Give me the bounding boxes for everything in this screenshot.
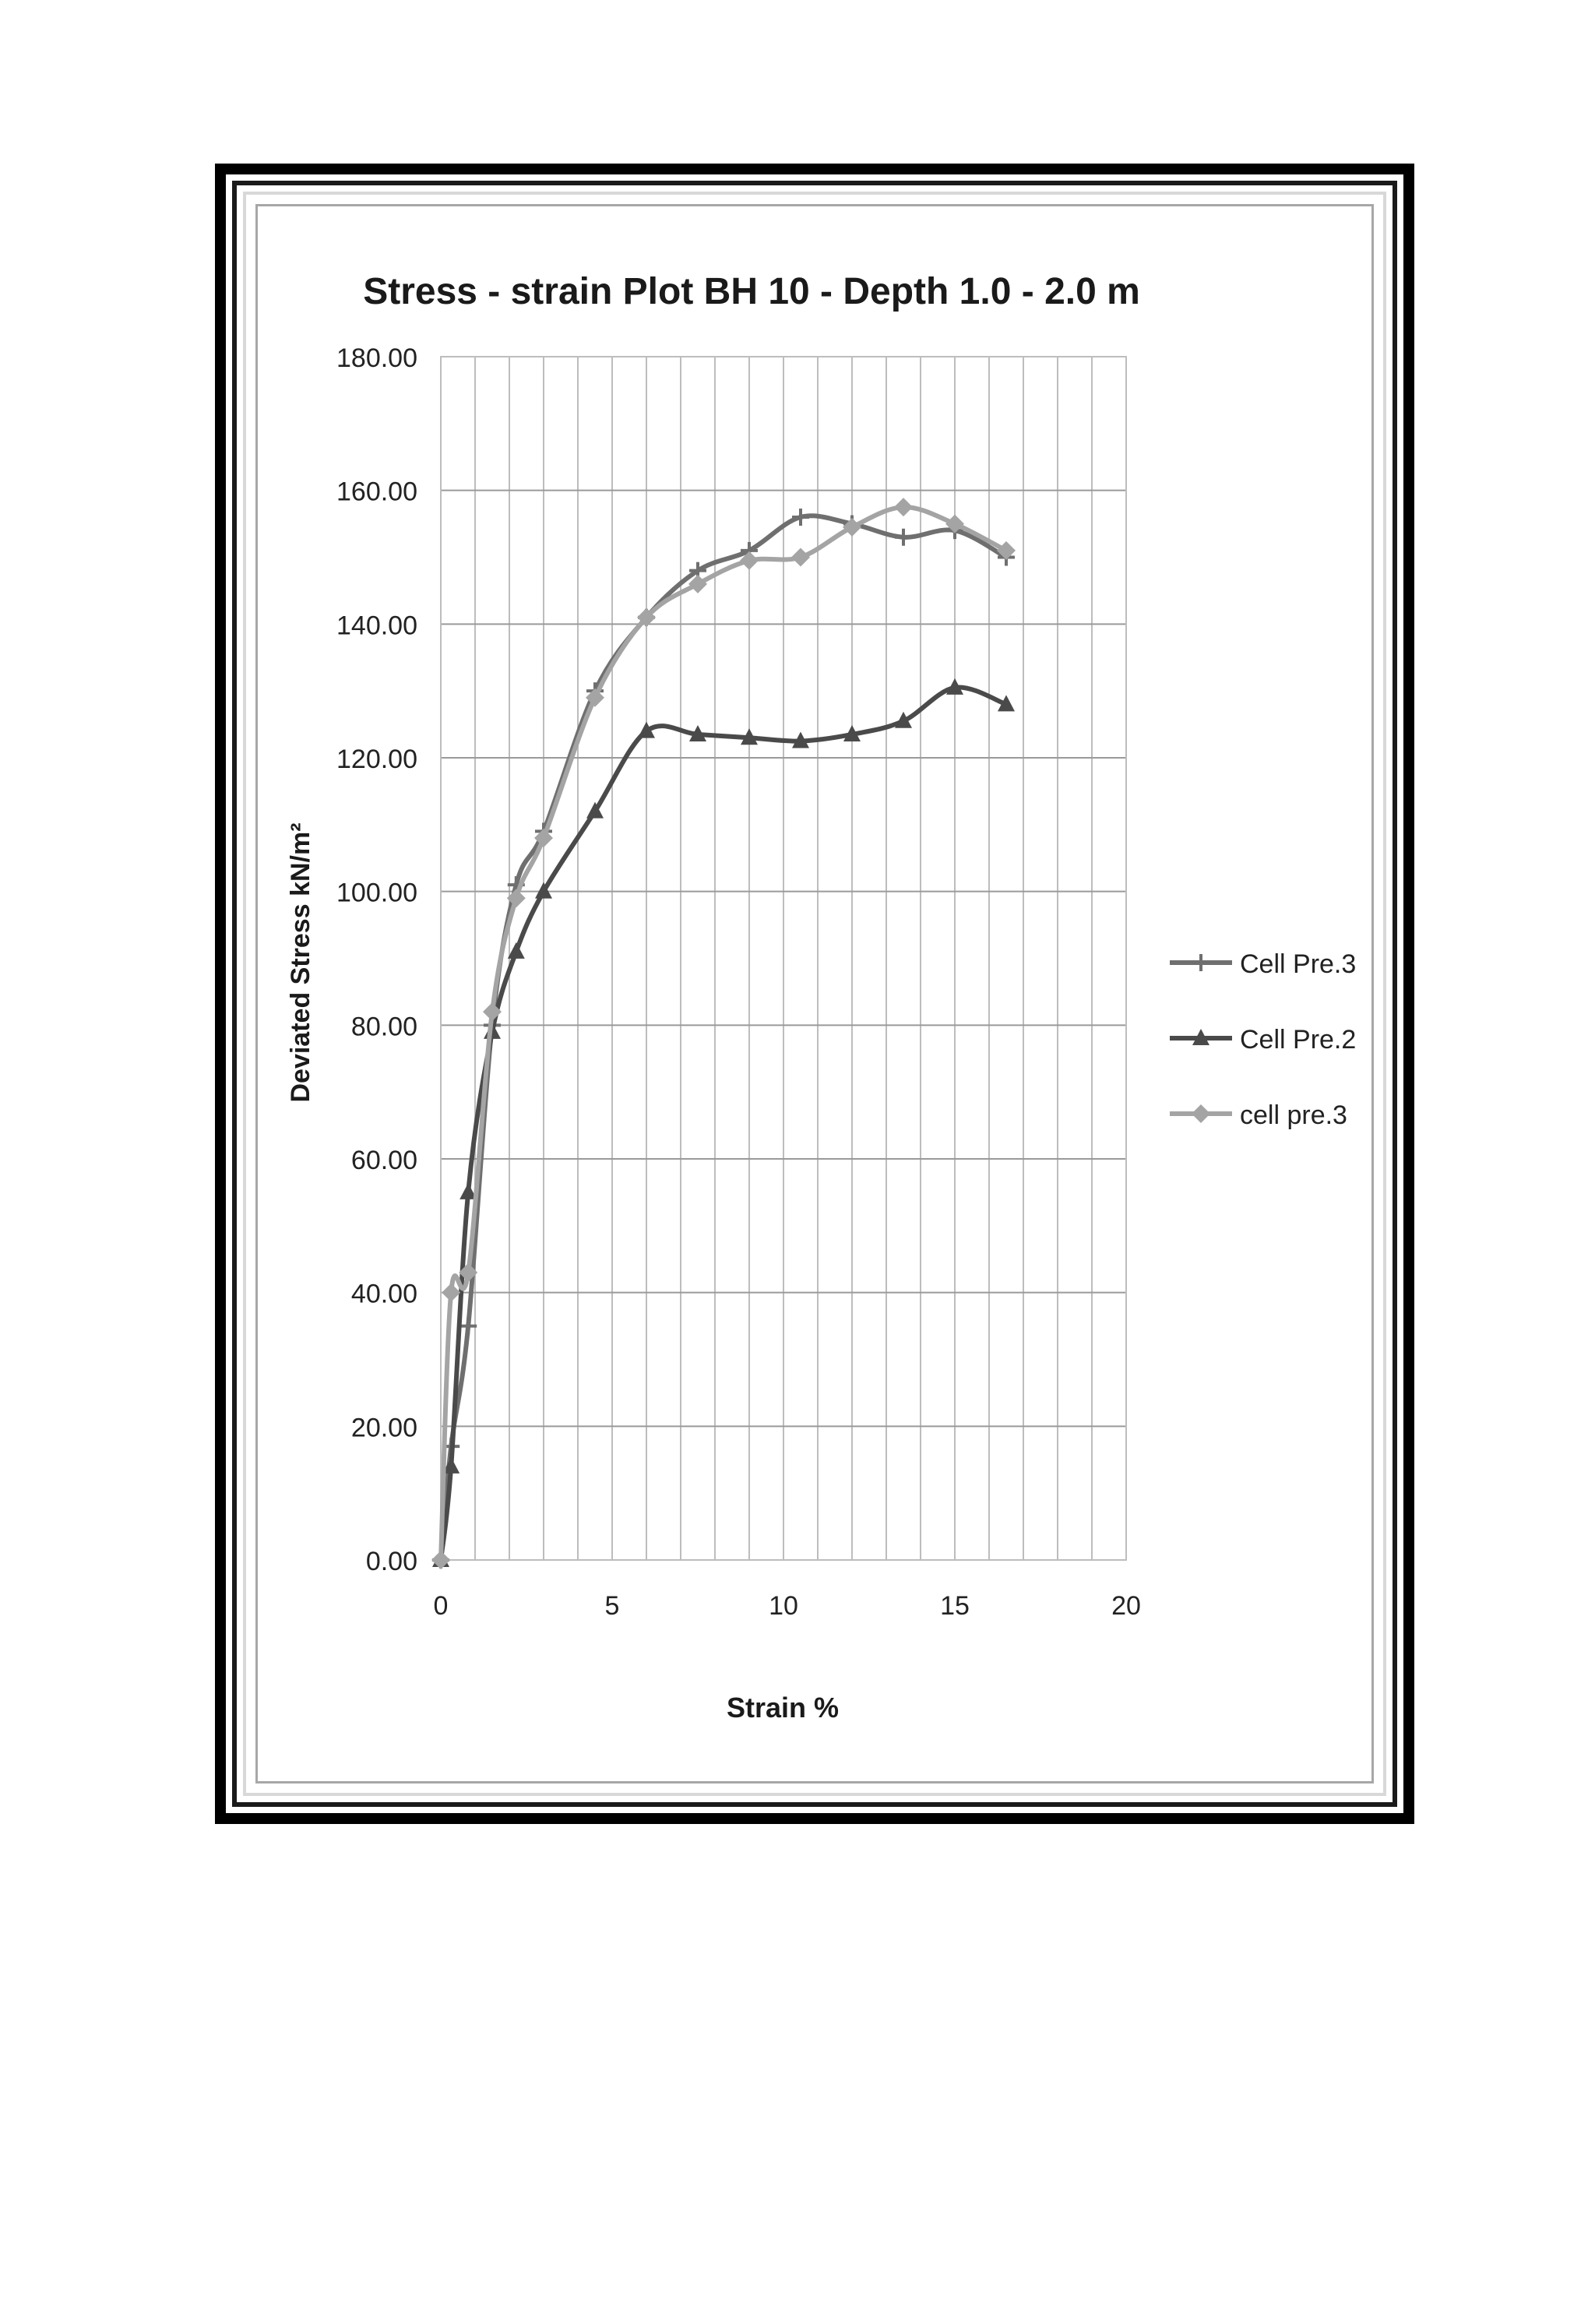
data-point [431, 1551, 450, 1569]
legend-label: cell pre.3 [1240, 1100, 1347, 1130]
data-point [946, 678, 963, 695]
x-tick-label: 0 [434, 1591, 449, 1621]
y-tick-label: 80.00 [351, 1012, 417, 1041]
legend-entry: Cell Pre.2 [1170, 1025, 1356, 1055]
data-point [689, 724, 706, 741]
data-point [998, 695, 1015, 712]
frame-border-light [243, 192, 1386, 1796]
y-tick-label: 60.00 [351, 1146, 417, 1175]
data-point [483, 1002, 502, 1022]
legend-marker [1192, 954, 1209, 971]
data-point [792, 509, 809, 526]
chart-title: Stress - strain Plot BH 10 - Depth 1.0 -… [363, 271, 1140, 312]
legend: Cell Pre.3 Cell Pre.2 cell pre.3 [1170, 949, 1356, 1130]
data-point [688, 574, 707, 593]
legend-entry: cell pre.3 [1170, 1100, 1347, 1130]
y-tick-label: 140.00 [336, 611, 417, 640]
data-point [945, 514, 964, 533]
series-2 [431, 498, 1016, 1569]
gridlines [440, 356, 1127, 1561]
data-point [459, 1317, 477, 1335]
data-point [507, 942, 525, 959]
y-tick-label: 100.00 [336, 879, 417, 908]
y-tick-label: 40.00 [351, 1280, 417, 1309]
data-point [459, 1262, 478, 1282]
legend-marker [1192, 1104, 1210, 1123]
series-lines [431, 498, 1016, 1569]
x-tick-label: 10 [769, 1591, 798, 1621]
data-point [442, 1456, 460, 1474]
axes: 0.00 20.00 40.00 60.00 80.00 100.00 120.00 140.… [336, 343, 1141, 1621]
y-tick-label: 120.00 [336, 745, 417, 774]
data-point [637, 607, 656, 627]
x-tick-label: 5 [605, 1591, 620, 1621]
data-point [843, 517, 861, 537]
y-tick-label: 160.00 [336, 477, 417, 507]
data-point [740, 551, 759, 570]
y-tick-label: 20.00 [351, 1413, 417, 1442]
y-tick-label: 180.00 [336, 343, 417, 373]
x-axis-label: Strain % [727, 1692, 839, 1724]
data-point [535, 882, 552, 899]
data-point [895, 528, 912, 546]
data-point [792, 731, 809, 748]
data-point [506, 889, 526, 908]
data-point [586, 801, 604, 819]
legend-marker [1192, 1029, 1209, 1045]
data-point [741, 728, 758, 745]
data-point [586, 688, 604, 707]
plot-border [440, 356, 1127, 1561]
data-point [997, 541, 1016, 560]
legend-entry: Cell Pre.3 [1170, 949, 1356, 979]
x-tick-label: 15 [940, 1591, 970, 1621]
data-point [843, 724, 861, 741]
chart-area-border [255, 204, 1374, 1783]
data-point [895, 711, 912, 728]
data-point [442, 1283, 461, 1302]
y-axis-label: Deviated Stress kN/m² [286, 822, 315, 1102]
y-tick-label: 0.00 [366, 1547, 417, 1576]
legend-label: Cell Pre.2 [1240, 1025, 1356, 1055]
data-point [534, 829, 553, 847]
data-point [459, 1182, 477, 1199]
data-point [894, 498, 913, 517]
frame-border-inner [232, 181, 1397, 1807]
x-tick-label: 20 [1111, 1591, 1141, 1621]
data-point [791, 548, 810, 567]
data-point [638, 721, 655, 738]
legend-label: Cell Pre.3 [1240, 949, 1356, 979]
